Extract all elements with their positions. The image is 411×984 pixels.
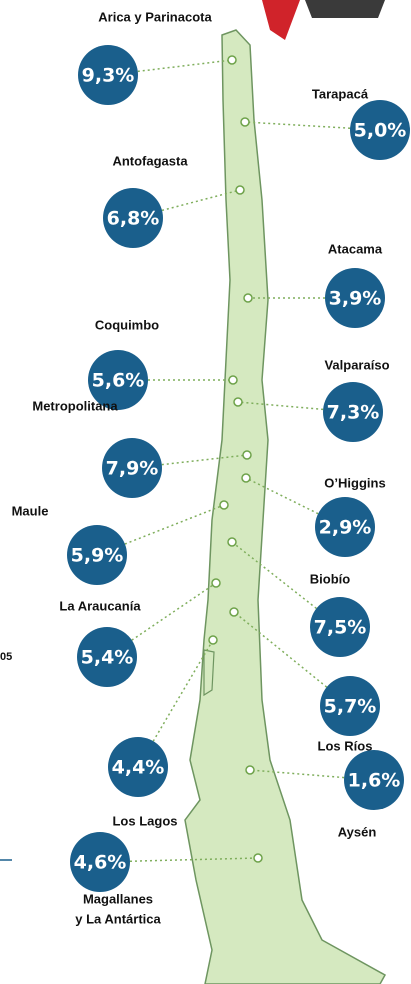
value-badge bbox=[108, 737, 168, 797]
region-marker bbox=[242, 450, 252, 460]
region-name: O’Higgins bbox=[324, 475, 385, 490]
region-marker bbox=[227, 55, 237, 65]
value-badge bbox=[310, 597, 370, 657]
region-name: Tarapacá bbox=[312, 86, 369, 101]
region-value: 9,3% bbox=[82, 65, 135, 87]
region-value: 6,8% bbox=[107, 208, 160, 230]
region-name: La Araucanía bbox=[59, 598, 141, 613]
region-value: 3,9% bbox=[329, 288, 382, 310]
region-marker bbox=[211, 578, 221, 588]
chiloe-island bbox=[203, 649, 215, 697]
region-value: 7,3% bbox=[327, 402, 380, 424]
value-badge bbox=[103, 188, 163, 248]
leader-line bbox=[245, 477, 346, 528]
region-name: Los Ríos bbox=[318, 738, 373, 753]
region-value: 1,6% bbox=[348, 770, 401, 792]
region-value: 2,9% bbox=[319, 517, 372, 539]
value-badge bbox=[102, 438, 162, 498]
value-badge bbox=[70, 832, 130, 892]
region-marker bbox=[235, 185, 245, 195]
region-value: 7,9% bbox=[106, 458, 159, 480]
region-marker bbox=[228, 375, 238, 385]
region-value: 5,0% bbox=[354, 120, 407, 142]
leader-line bbox=[237, 401, 354, 413]
region-name: Arica y Parinacota bbox=[98, 9, 212, 24]
region-value: 4,4% bbox=[112, 757, 165, 779]
region-name: Maule bbox=[12, 503, 49, 518]
region-value: 7,5% bbox=[314, 617, 367, 639]
region-marker bbox=[208, 635, 218, 645]
region-name: Metropolitana bbox=[32, 398, 118, 413]
region-value: 4,6% bbox=[74, 852, 127, 874]
region-marker bbox=[240, 117, 250, 127]
region-marker bbox=[219, 500, 229, 510]
region-name: y La Antártica bbox=[75, 911, 161, 926]
leader-line bbox=[132, 189, 241, 219]
region-marker bbox=[233, 397, 243, 407]
value-badge bbox=[350, 100, 410, 160]
region-name: Antofagasta bbox=[112, 153, 188, 168]
region-value: 5,7% bbox=[324, 696, 377, 718]
region-name: Magallanes bbox=[83, 891, 153, 906]
region-marker bbox=[253, 853, 263, 863]
region-marker bbox=[229, 607, 239, 617]
value-badge bbox=[77, 627, 137, 687]
region-name: Coquimbo bbox=[95, 317, 159, 332]
region-marker bbox=[245, 765, 255, 775]
region-name: Biobío bbox=[310, 571, 350, 586]
region-name: Aysén bbox=[338, 824, 377, 839]
region-value: 5,9% bbox=[71, 545, 124, 567]
value-badge bbox=[315, 497, 375, 557]
region-name: Atacama bbox=[328, 241, 383, 256]
region-name: Valparaíso bbox=[324, 357, 389, 372]
leader-line bbox=[131, 454, 248, 469]
value-badge bbox=[320, 676, 380, 736]
value-badge bbox=[325, 268, 385, 328]
top-decoration-red bbox=[262, 0, 300, 40]
value-badge bbox=[67, 525, 127, 585]
region-marker bbox=[241, 473, 251, 483]
region-marker bbox=[243, 293, 253, 303]
region-name: Los Lagos bbox=[112, 813, 177, 828]
value-badge bbox=[323, 382, 383, 442]
value-badge bbox=[344, 750, 404, 810]
value-badge bbox=[78, 45, 138, 105]
top-decoration-dark bbox=[305, 0, 385, 18]
value-badge bbox=[88, 350, 148, 410]
edge-fragment: 05 bbox=[0, 651, 12, 663]
region-marker bbox=[227, 537, 237, 547]
region-value: 5,6% bbox=[92, 370, 145, 392]
chile-map bbox=[184, 29, 387, 984]
region-value: 5,4% bbox=[81, 647, 134, 669]
